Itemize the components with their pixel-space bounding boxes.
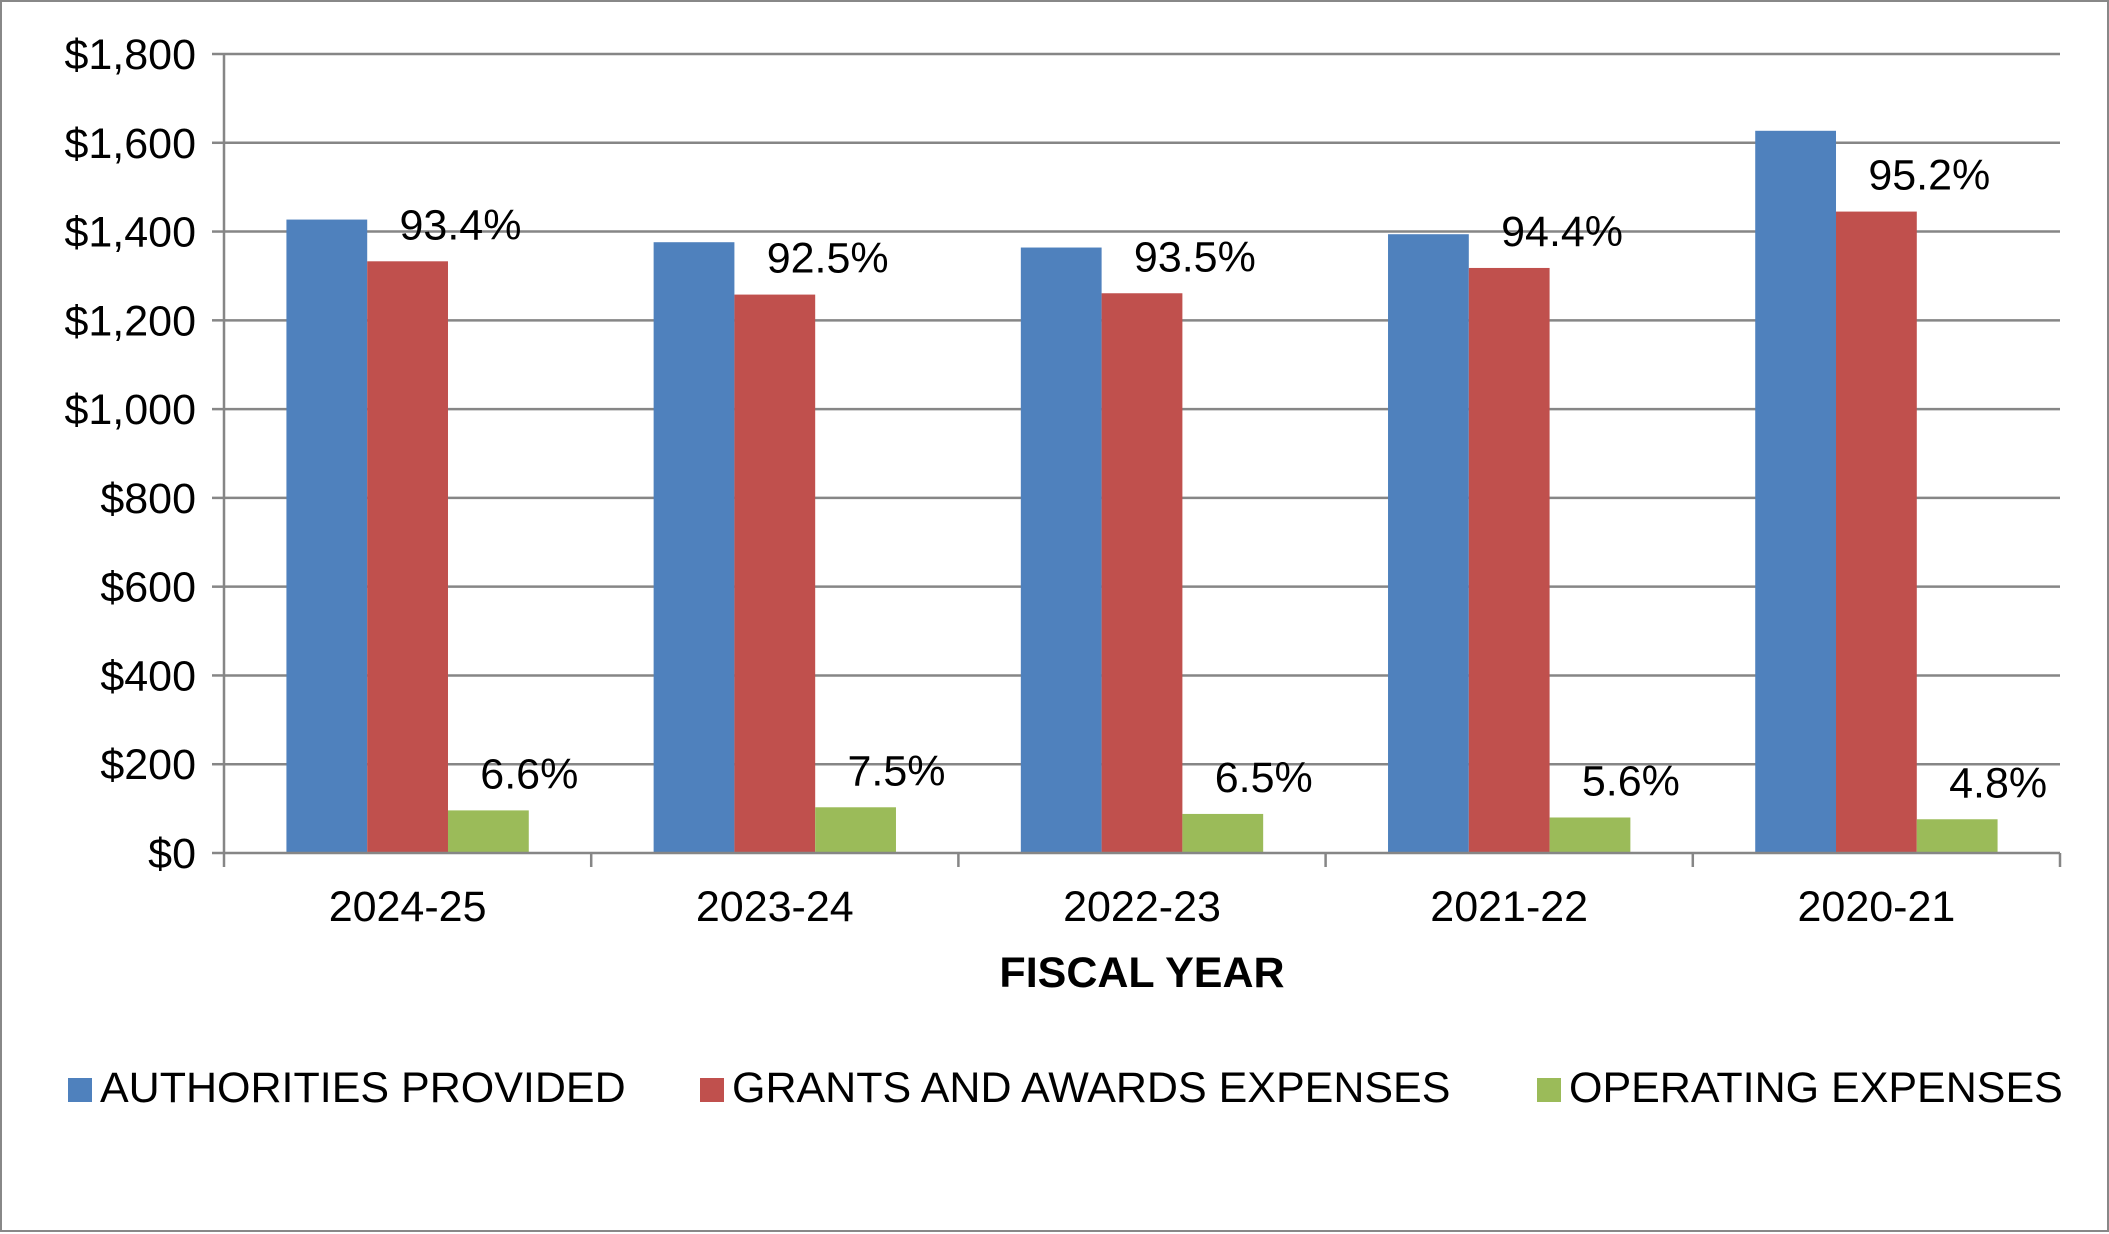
legend-swatch [700, 1078, 724, 1102]
legend-swatch [1537, 1078, 1561, 1102]
bar-2 [447, 810, 529, 853]
axes: $0 $200 $400 $600 $800 $1,000 $1,200 $1,400 $1,6… [64, 31, 2062, 931]
legend-label: AUTHORITIES PROVIDED [100, 1064, 626, 1112]
x-tick-label: 2024-25 [329, 883, 487, 931]
bar-0 [653, 242, 735, 854]
data-label: 93.5% [1134, 233, 1256, 281]
bar-0 [286, 219, 368, 853]
bar-1 [1101, 293, 1183, 853]
legend-label: OPERATING EXPENSES [1569, 1064, 2063, 1112]
data-label: 94.4% [1501, 208, 1623, 256]
y-tick-label: $1,000 [64, 386, 196, 434]
bar-0 [1388, 234, 1469, 854]
y-tick-label: $1,200 [64, 297, 196, 345]
bar-1 [1468, 267, 1550, 853]
data-label: 93.4% [400, 201, 522, 249]
bars: 93.4% 6.6% 92.5% 7.5% 93.5% 6.5% 94.4% 5.6% 95.2… [286, 130, 2047, 854]
legend-label: GRANTS AND AWARDS EXPENSES [732, 1064, 1450, 1112]
bar-2 [1916, 819, 1998, 853]
y-tick-label: $1,600 [64, 120, 196, 168]
legend-swatch [68, 1078, 92, 1102]
data-label: 7.5% [848, 747, 946, 795]
y-tick-label: $800 [100, 475, 196, 523]
bar-2 [1549, 817, 1631, 853]
y-tick-label: $600 [100, 564, 196, 612]
y-tick-label: $1,800 [64, 31, 196, 79]
data-label: 92.5% [767, 235, 889, 283]
y-tick-label: $400 [100, 652, 196, 700]
bar-0 [1020, 247, 1102, 854]
y-tick-label: $200 [100, 741, 196, 789]
data-label: 95.2% [1868, 152, 1990, 200]
bar-2 [815, 807, 896, 853]
y-tick-label: $1,400 [64, 209, 196, 257]
x-tick-label: 2022-23 [1063, 883, 1221, 931]
data-label: 6.6% [480, 750, 578, 798]
data-label: 5.6% [1582, 757, 1680, 805]
bar-1 [734, 294, 816, 853]
x-tick-label: 2020-21 [1797, 883, 1955, 931]
data-label: 6.5% [1215, 754, 1313, 802]
data-label: 4.8% [1949, 759, 2047, 807]
bar-1 [1836, 211, 1917, 853]
legend: AUTHORITIES PROVIDED GRANTS AND AWARDS EX… [68, 1064, 2063, 1112]
bar-1 [367, 261, 448, 853]
x-axis-title: FISCAL YEAR [999, 949, 1284, 997]
x-tick-label: 2023-24 [696, 883, 854, 931]
bar-0 [1755, 130, 1837, 853]
x-tick-label: 2021-22 [1430, 883, 1588, 931]
bar-2 [1182, 813, 1264, 853]
y-tick-label: $0 [148, 830, 196, 878]
